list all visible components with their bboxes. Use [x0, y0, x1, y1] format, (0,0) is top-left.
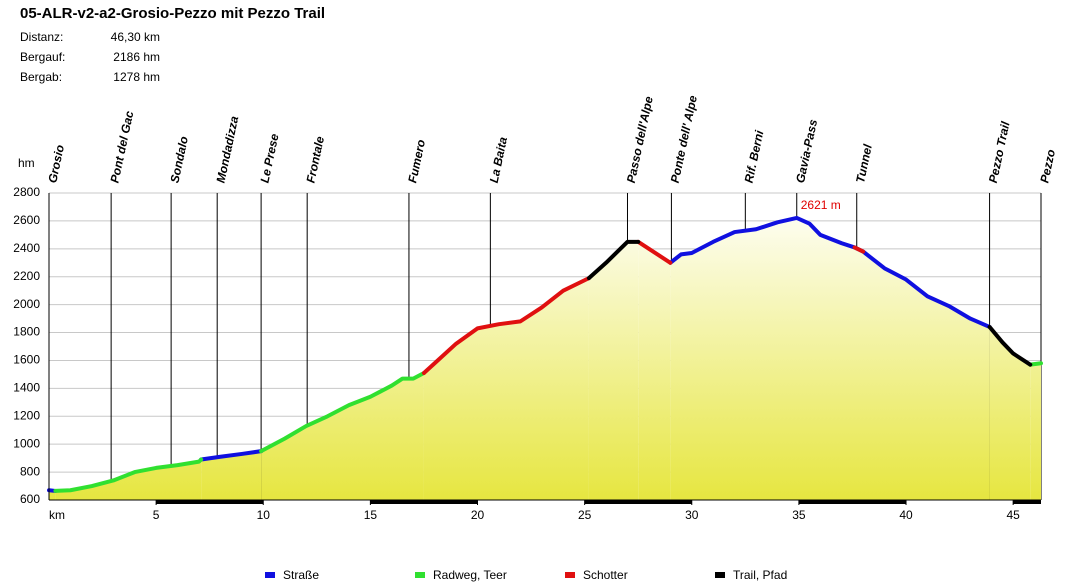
- y-axis-label: hm: [18, 156, 35, 170]
- y-tick-label: 2200: [13, 269, 40, 283]
- scale-bar: [156, 500, 264, 504]
- y-tick-label: 1600: [13, 353, 40, 367]
- chart-title: 05-ALR-v2-a2-Grosio-Pezzo mit Pezzo Trai…: [20, 5, 325, 22]
- area: [55, 459, 202, 500]
- profile-line: [586, 239, 1033, 367]
- area: [201, 451, 262, 500]
- legend-label: Radweg, Teer: [433, 568, 507, 582]
- scale-bar: [370, 500, 478, 504]
- x-tick-label: 45: [1006, 508, 1020, 522]
- area: [854, 247, 864, 500]
- x-tick-label: 30: [685, 508, 699, 522]
- stat-label: Bergab:: [20, 70, 62, 84]
- area: [1030, 363, 1041, 500]
- y-tick-label: 600: [20, 492, 40, 506]
- area: [261, 373, 424, 500]
- waypoint-label: La Baita: [487, 135, 510, 184]
- x-tick-label: 25: [578, 508, 592, 522]
- waypoint-label: Grosio: [45, 144, 67, 185]
- y-tick-label: 1400: [13, 381, 40, 395]
- x-tick-label: 5: [153, 508, 160, 522]
- x-tick-label: 15: [364, 508, 378, 522]
- x-tick-label: 10: [257, 508, 271, 522]
- scale-bar: [1013, 500, 1041, 504]
- x-tick-label: 35: [792, 508, 806, 522]
- legend-swatch: [265, 572, 275, 578]
- scale-bar: [584, 500, 692, 504]
- stat-value: 1278 hm: [113, 70, 160, 84]
- y-tick-label: 800: [20, 464, 40, 478]
- x-tick-label: 20: [471, 508, 485, 522]
- waypoint-label: Mondadizza: [214, 115, 242, 185]
- scale-bar: [798, 500, 907, 504]
- legend-label: Schotter: [583, 568, 628, 582]
- legend-swatch: [715, 572, 725, 578]
- waypoint-label: Pezzo Trail: [986, 120, 1013, 185]
- legend-swatch: [565, 572, 575, 578]
- area: [588, 241, 639, 500]
- y-tick-label: 1200: [13, 408, 40, 422]
- waypoint-label: Le Prese: [257, 132, 281, 184]
- legend-swatch: [415, 572, 425, 578]
- annotation: 2621 m: [801, 198, 841, 212]
- waypoint-label: Sondalo: [167, 135, 191, 184]
- stat-label: Bergauf:: [20, 50, 65, 64]
- y-tick-label: 2400: [13, 241, 40, 255]
- legend-label: Trail, Pfad: [733, 568, 787, 582]
- waypoint-label: Ponte dell' Alpe: [668, 94, 700, 184]
- area: [670, 217, 990, 500]
- waypoint-label: Passo dell'Alpe: [624, 95, 656, 185]
- waypoint-label: Frontale: [304, 135, 328, 185]
- y-tick-label: 2800: [13, 185, 40, 199]
- waypoint-label: Pont del Gac: [107, 109, 136, 184]
- waypoint-label: Pezzo: [1037, 148, 1058, 184]
- x-tick-label: 40: [899, 508, 913, 522]
- y-tick-label: 2600: [13, 213, 40, 227]
- waypoint-label: Tunnel: [853, 142, 875, 184]
- waypoint-label: Gavia-Pass: [793, 118, 820, 185]
- y-tick-label: 1800: [13, 325, 40, 339]
- profile-line: [421, 239, 866, 376]
- area: [423, 278, 589, 500]
- waypoint-label: Rif. Berni: [742, 129, 767, 185]
- legend-label: Straße: [283, 568, 319, 582]
- stat-label: Distanz:: [20, 30, 63, 44]
- waypoint-label: Fumero: [405, 138, 428, 184]
- stat-value: 46,30 km: [111, 30, 160, 44]
- x-axis-label: km: [49, 508, 65, 522]
- area: [989, 326, 1031, 500]
- stat-value: 2186 hm: [113, 50, 160, 64]
- y-tick-label: 1000: [13, 436, 40, 450]
- y-tick-label: 2000: [13, 297, 40, 311]
- area: [638, 241, 671, 500]
